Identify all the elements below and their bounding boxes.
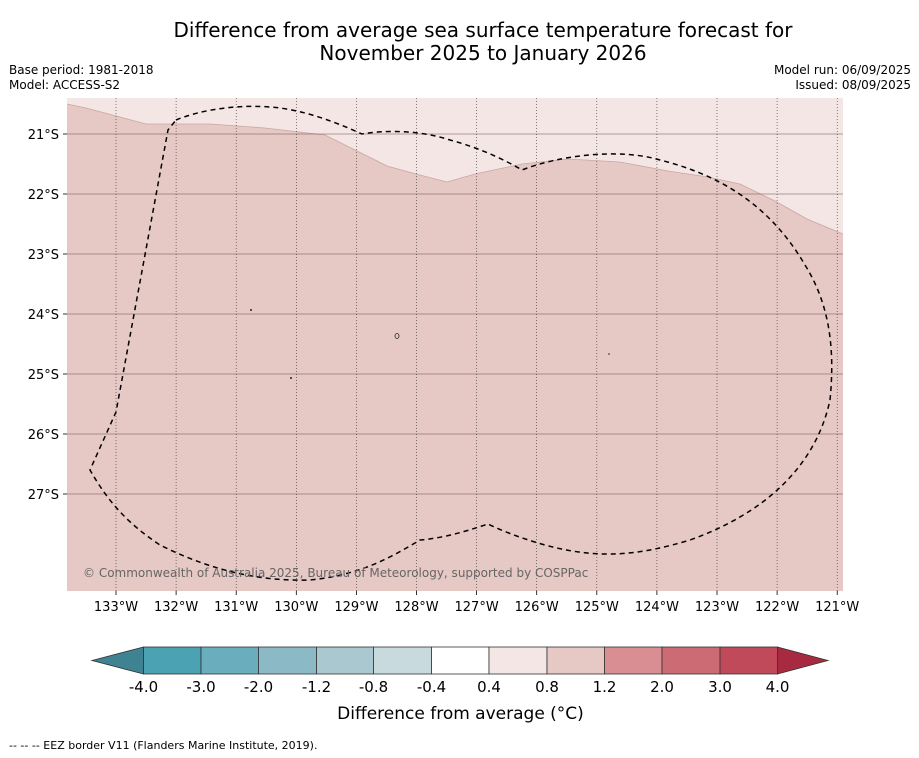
longitude-label: 122°W	[755, 600, 799, 615]
longitude-labels: 133°W 132°W 131°W 130°W 129°W 128°W 127°W 126°W…	[94, 600, 860, 615]
colorbar-tick-label: 3.0	[708, 678, 732, 696]
colorbar-swatch	[488, 646, 548, 675]
colorbar-tick-label: 4.0	[766, 678, 790, 696]
latitude-label: 25°S	[28, 368, 59, 383]
colorbar-tick-label: 0.8	[535, 678, 559, 696]
eez-legend-footnote: -- -- -- EEZ border V11 (Flanders Marine…	[9, 739, 318, 752]
island-dot	[608, 353, 610, 355]
colorbar-swatch	[431, 646, 490, 675]
island-dot	[250, 309, 252, 311]
meta-left: Base period: 1981-2018 Model: ACCESS-S2	[9, 63, 154, 93]
longitude-gridlines	[115, 98, 838, 595]
latitude-label: 22°S	[28, 188, 59, 203]
model-run: Model run: 06/09/2025	[773, 63, 911, 77]
base-period: Base period: 1981-2018	[9, 63, 154, 77]
eez-border-line	[89, 105, 833, 581]
longitude-label: 127°W	[455, 600, 499, 615]
anomaly-region-medium	[67, 104, 843, 591]
latitude-label: 27°S	[28, 488, 59, 503]
colorbar-label: Difference from average (°C)	[337, 704, 584, 724]
longitude-label: 121°W	[815, 600, 859, 615]
colorbar-swatch	[258, 646, 317, 675]
longitude-label: 123°W	[695, 600, 739, 615]
colorbar-swatch	[604, 646, 663, 675]
colorbar-tick-label: -4.0	[129, 678, 158, 696]
colorbar-tick-label: 0.4	[477, 678, 501, 696]
colorbar-tick-label: -1.2	[302, 678, 331, 696]
map-title: Difference from average sea surface temp…	[0, 19, 919, 65]
anomaly-band-edge	[66, 103, 844, 235]
longitude-label: 129°W	[334, 600, 378, 615]
island-dot	[394, 333, 400, 339]
colorbar-tick-label: 1.2	[593, 678, 617, 696]
colorbar-swatch	[719, 646, 778, 675]
issued-date: Issued: 08/09/2025	[795, 78, 911, 92]
map-title-line1: Difference from average sea surface temp…	[173, 18, 793, 42]
longitude-label: 131°W	[214, 600, 258, 615]
map-title-line2: November 2025 to January 2026	[319, 41, 647, 65]
longitude-label: 126°W	[515, 600, 559, 615]
longitude-label: 133°W	[94, 600, 138, 615]
model-name: Model: ACCESS-S2	[9, 78, 121, 92]
longitude-label: 125°W	[575, 600, 619, 615]
colorbar-swatch	[546, 646, 605, 675]
latitude-gridlines	[63, 133, 843, 495]
island-dot	[290, 377, 292, 379]
copyright-notice: © Commonwealth of Australia 2025, Bureau…	[83, 566, 588, 580]
colorbar: -4.0 -3.0 -2.0 -1.2 -0.8 -0.4 0.4 0.8 1.2 2.0 3.0 4…	[90, 646, 830, 696]
longitude-label: 130°W	[274, 600, 318, 615]
latitude-label: 24°S	[28, 308, 59, 323]
colorbar-swatch	[661, 646, 721, 675]
longitude-label: 128°W	[394, 600, 438, 615]
colorbar-tick-label: -2.0	[244, 678, 273, 696]
latitude-label: 26°S	[28, 428, 59, 443]
colorbar-tick-label: -0.8	[359, 678, 388, 696]
colorbar-swatch	[316, 646, 374, 675]
colorbar-swatch	[143, 646, 202, 675]
colorbar-swatch	[200, 646, 259, 675]
colorbar-extend-high	[777, 646, 830, 675]
latitude-label: 21°S	[28, 128, 59, 143]
colorbar-tick-label: -0.4	[417, 678, 446, 696]
meta-right: Model run: 06/09/2025 Issued: 08/09/2025	[774, 63, 911, 93]
latitude-labels: 21°S 22°S 23°S 24°S 25°S 26°S 27°S	[28, 128, 59, 503]
colorbar-tick-label: -3.0	[186, 678, 215, 696]
colorbar-extend-low	[90, 646, 144, 675]
map-panel: © Commonwealth of Australia 2025, Bureau…	[63, 98, 844, 595]
colorbar-tick-label: 2.0	[650, 678, 674, 696]
latitude-label: 23°S	[28, 248, 59, 263]
longitude-label: 124°W	[635, 600, 679, 615]
island-markers	[250, 309, 610, 379]
longitude-label: 132°W	[154, 600, 198, 615]
colorbar-swatch	[373, 646, 432, 675]
